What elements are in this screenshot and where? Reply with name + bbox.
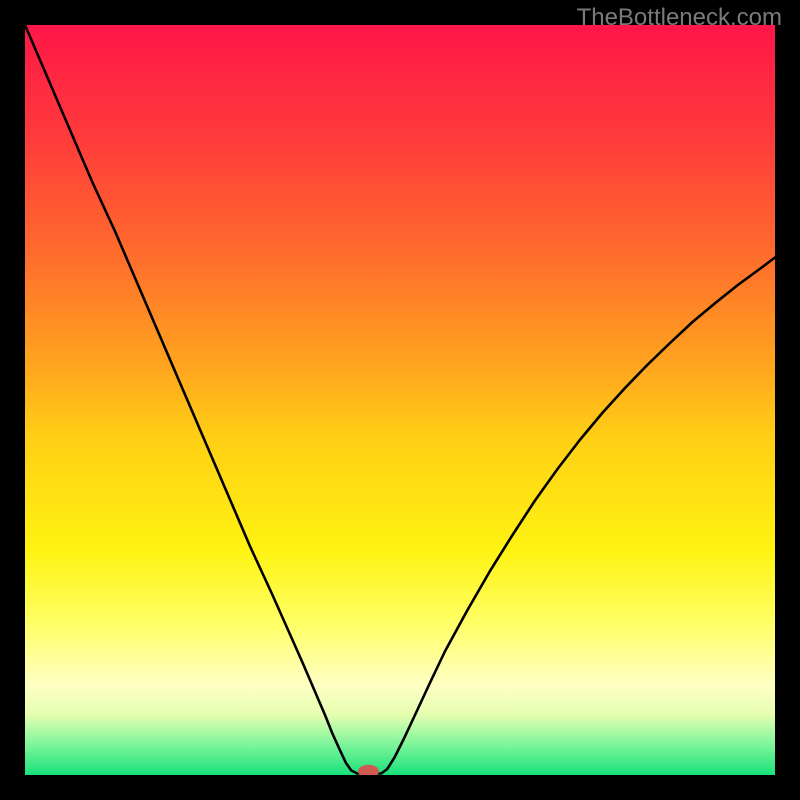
bottleneck-chart	[25, 25, 775, 775]
optimal-point-marker	[359, 765, 379, 775]
chart-background	[25, 25, 775, 775]
chart-plot-area	[25, 25, 775, 775]
watermark-text: TheBottleneck.com	[577, 4, 782, 32]
